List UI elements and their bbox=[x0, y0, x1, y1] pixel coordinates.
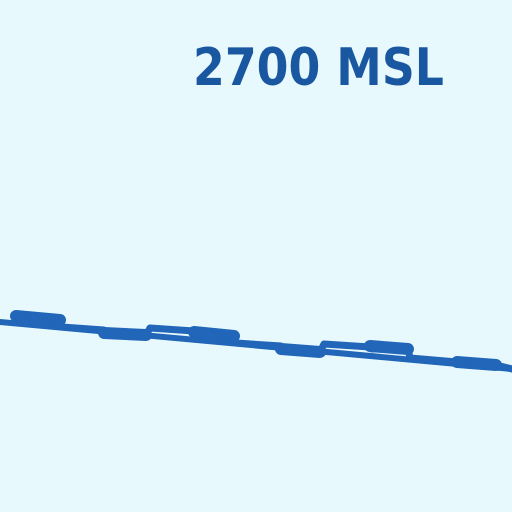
boundary-step bbox=[20, 316, 512, 369]
